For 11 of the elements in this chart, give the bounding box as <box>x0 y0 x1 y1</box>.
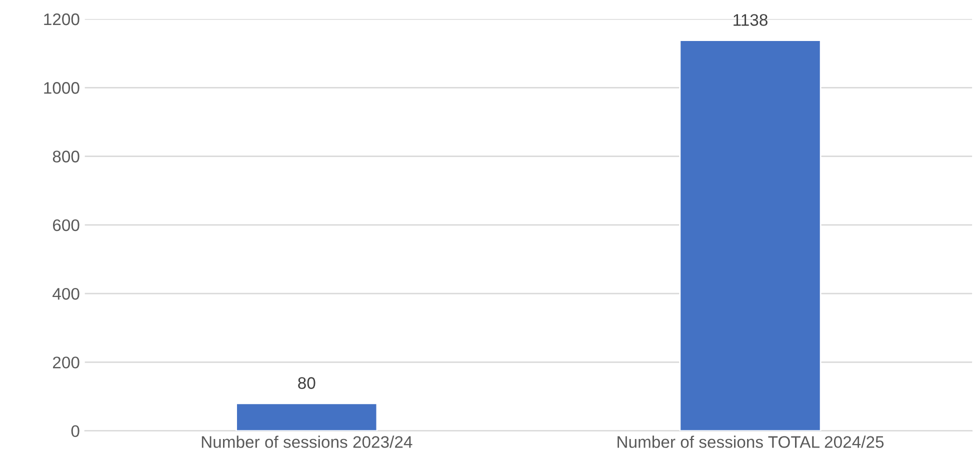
data-label: 80 <box>298 377 316 389</box>
y-tick-label: 1200 <box>44 13 80 26</box>
y-tick-label: 400 <box>52 288 80 300</box>
y-tick-label: 0 <box>71 425 80 438</box>
x-tick-label: Number of sessions 2023/24 <box>202 436 412 448</box>
y-tick-label: 1000 <box>44 82 80 94</box>
y-tick-label: 600 <box>53 219 80 232</box>
y-tick-label: 200 <box>53 356 80 368</box>
y-tick-label: 800 <box>52 150 80 162</box>
x-tick-label: Number of sessions TOTAL 2024/25 <box>618 436 884 448</box>
data-label: 1138 <box>734 14 768 26</box>
